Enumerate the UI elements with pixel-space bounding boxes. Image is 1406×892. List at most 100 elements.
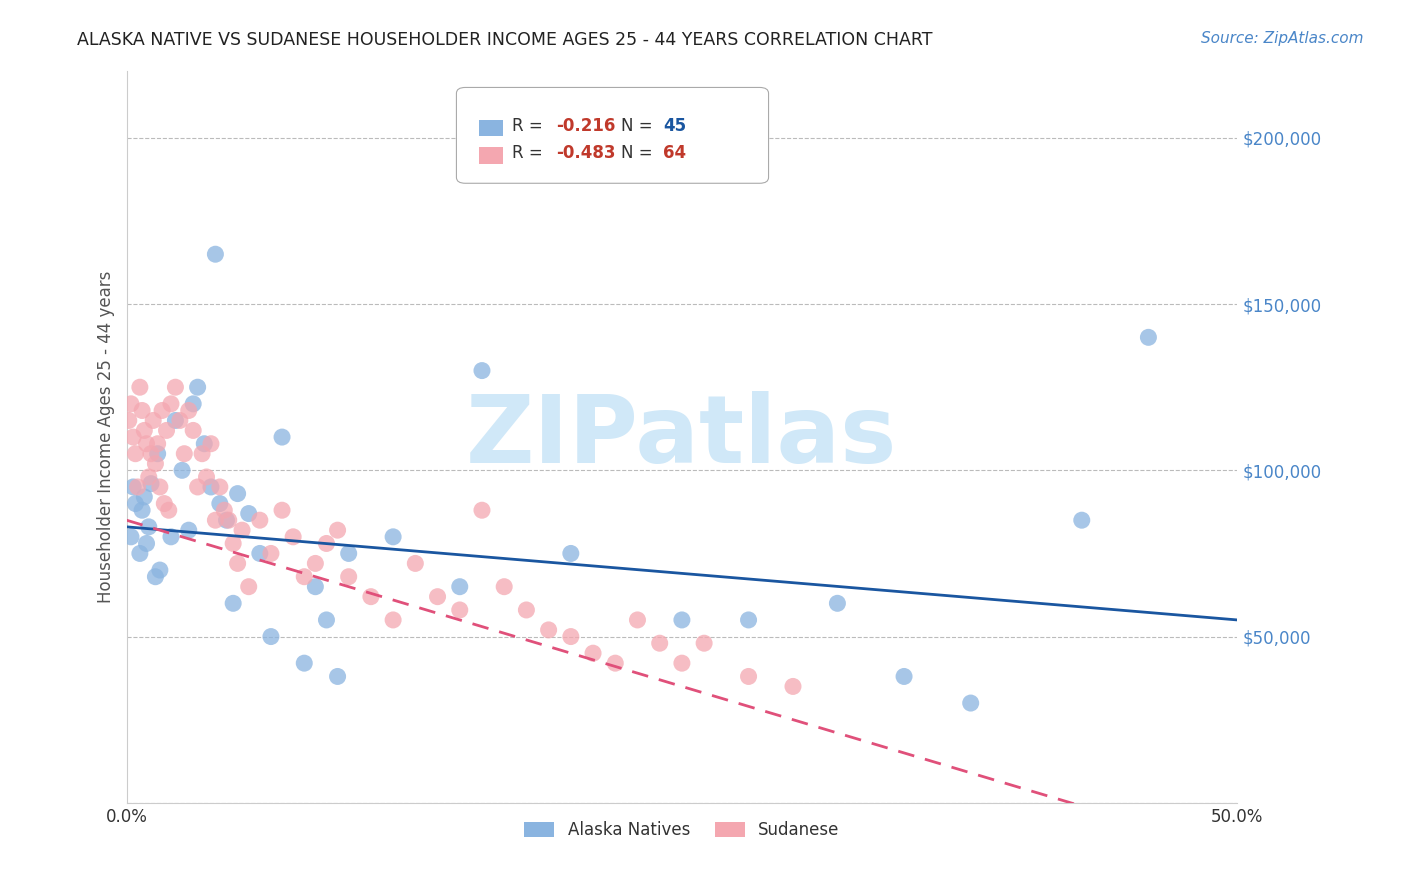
Point: [218, 513, 240, 527]
Point: [693, 636, 716, 650]
Point: [187, 380, 209, 394]
Point: [193, 436, 215, 450]
Point: [315, 536, 337, 550]
Point: [249, 546, 271, 560]
Point: [139, 476, 162, 491]
Point: [138, 520, 160, 534]
Point: [449, 580, 471, 594]
Point: [138, 470, 160, 484]
Point: [605, 656, 627, 670]
Point: [128, 546, 150, 560]
Point: [160, 397, 183, 411]
Point: [195, 470, 218, 484]
Text: R =: R =: [512, 145, 548, 162]
Point: [145, 570, 167, 584]
Point: [200, 480, 222, 494]
Text: N =: N =: [621, 117, 658, 136]
Point: [146, 436, 169, 450]
Point: [471, 363, 494, 377]
Point: [1137, 330, 1160, 344]
Point: [648, 636, 671, 650]
Point: [118, 413, 141, 427]
Point: [494, 580, 516, 594]
Point: [149, 563, 172, 577]
Point: [315, 613, 337, 627]
Point: [231, 523, 253, 537]
Text: ZIPatlas: ZIPatlas: [467, 391, 897, 483]
Point: [142, 413, 165, 427]
Point: [173, 447, 195, 461]
Point: [737, 669, 759, 683]
Point: [260, 546, 283, 560]
Point: [122, 480, 145, 494]
Text: 64: 64: [664, 145, 686, 162]
FancyBboxPatch shape: [478, 120, 503, 136]
Point: [177, 403, 200, 417]
Point: [153, 497, 176, 511]
Point: [292, 656, 315, 670]
Point: [827, 596, 849, 610]
Point: [131, 503, 153, 517]
Point: [304, 580, 326, 594]
Point: [208, 497, 231, 511]
Point: [165, 380, 187, 394]
Point: [187, 480, 209, 494]
Point: [204, 247, 226, 261]
Point: [135, 536, 157, 550]
Point: [360, 590, 382, 604]
Point: [177, 523, 200, 537]
Point: [200, 436, 222, 450]
Point: [737, 613, 759, 627]
Text: R =: R =: [512, 117, 548, 136]
Point: [208, 480, 231, 494]
Legend: Alaska Natives, Sudanese: Alaska Natives, Sudanese: [517, 814, 846, 846]
Point: [537, 623, 560, 637]
Point: [238, 507, 260, 521]
Point: [120, 397, 142, 411]
Text: ALASKA NATIVE VS SUDANESE HOUSEHOLDER INCOME AGES 25 - 44 YEARS CORRELATION CHAR: ALASKA NATIVE VS SUDANESE HOUSEHOLDER IN…: [77, 31, 932, 49]
Point: [404, 557, 426, 571]
Point: [281, 530, 304, 544]
Point: [782, 680, 804, 694]
Point: [134, 490, 156, 504]
Point: [671, 656, 693, 670]
Point: [515, 603, 537, 617]
Point: [145, 457, 167, 471]
Point: [222, 536, 245, 550]
Point: [326, 669, 349, 683]
Point: [157, 503, 180, 517]
Text: Source: ZipAtlas.com: Source: ZipAtlas.com: [1201, 31, 1364, 46]
Point: [337, 570, 360, 584]
FancyBboxPatch shape: [478, 147, 503, 163]
Point: [169, 413, 191, 427]
Point: [671, 613, 693, 627]
Point: [222, 596, 245, 610]
Point: [326, 523, 349, 537]
Point: [139, 447, 162, 461]
Point: [382, 613, 405, 627]
Y-axis label: Householder Income Ages 25 - 44 years: Householder Income Ages 25 - 44 years: [97, 271, 115, 603]
Point: [959, 696, 981, 710]
Point: [560, 630, 582, 644]
Point: [172, 463, 194, 477]
Point: [124, 447, 146, 461]
Point: [271, 503, 294, 517]
Point: [449, 603, 471, 617]
Point: [204, 513, 226, 527]
FancyBboxPatch shape: [457, 87, 769, 183]
Point: [1070, 513, 1092, 527]
Point: [337, 546, 360, 560]
Point: [146, 447, 169, 461]
Point: [260, 630, 283, 644]
Point: [127, 480, 149, 494]
Point: [124, 497, 146, 511]
Point: [226, 557, 249, 571]
Point: [165, 413, 187, 427]
Point: [214, 503, 236, 517]
Point: [191, 447, 214, 461]
Point: [160, 530, 183, 544]
Text: N =: N =: [621, 145, 658, 162]
Point: [271, 430, 294, 444]
Point: [181, 397, 204, 411]
Point: [582, 646, 605, 660]
